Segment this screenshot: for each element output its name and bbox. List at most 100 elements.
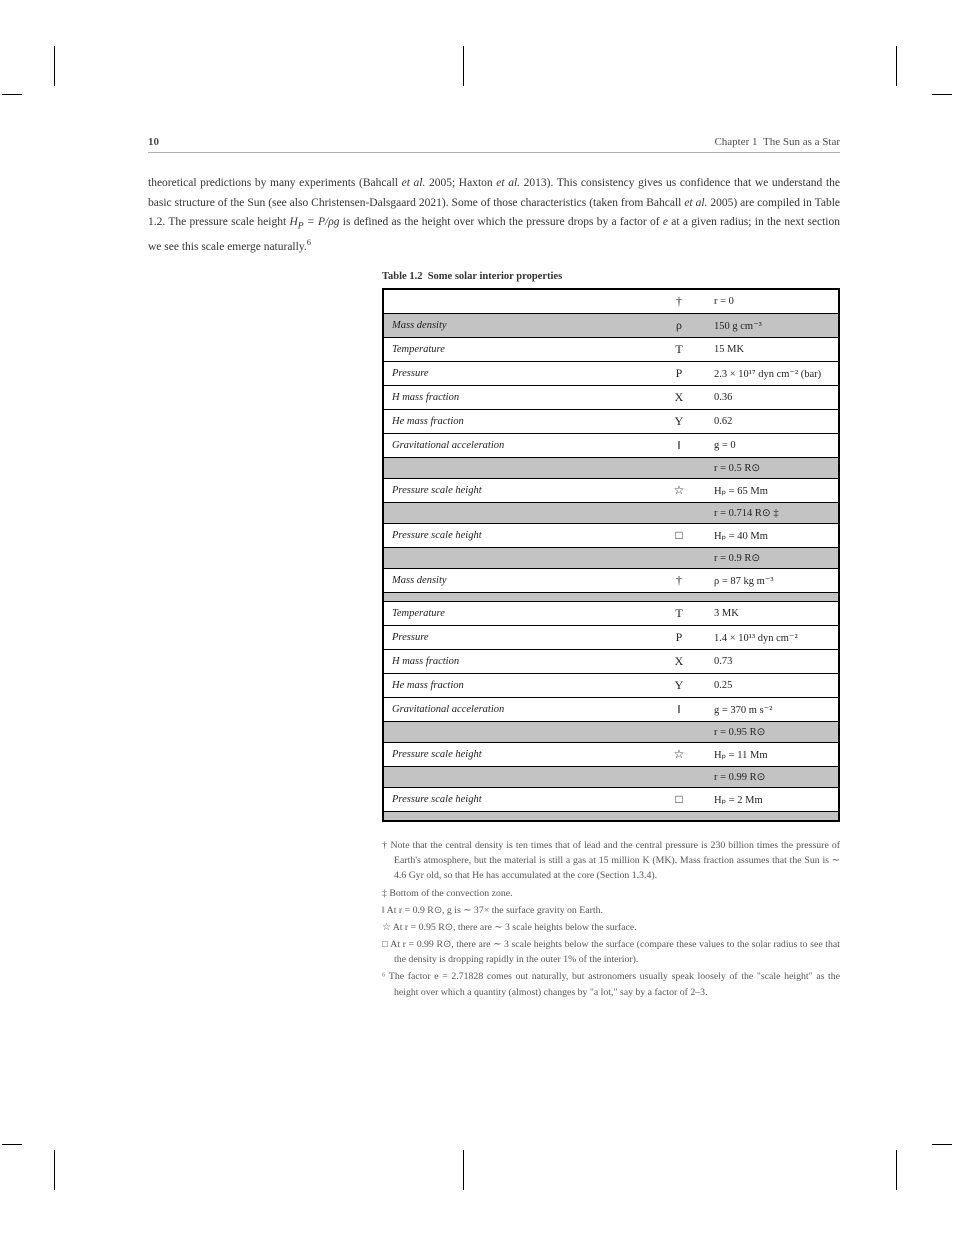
row-value: r = 0.95 R⊙ bbox=[710, 721, 838, 742]
row-label: H mass fraction bbox=[384, 385, 648, 409]
row-symbol: X bbox=[648, 385, 710, 409]
footnote-line: ☆ At r = 0.95 R⊙, there are ∼ 3 scale he… bbox=[382, 920, 840, 935]
row-symbol bbox=[648, 457, 710, 478]
table-row: r = 0.714 R⊙ ‡ bbox=[384, 502, 838, 523]
row-value: g = 0 bbox=[710, 433, 838, 457]
row-symbol: ☆ bbox=[648, 478, 710, 502]
footnote-line: □ At r = 0.99 R⊙, there are ∼ 3 scale he… bbox=[382, 937, 840, 967]
row-label: Mass density bbox=[384, 568, 648, 592]
footnote-line: † Note that the central density is ten t… bbox=[382, 838, 840, 884]
row-label: Pressure scale height bbox=[384, 787, 648, 811]
row-value bbox=[710, 811, 838, 820]
table-row: TemperatureT3 MK bbox=[384, 601, 838, 625]
row-symbol: ρ bbox=[648, 313, 710, 337]
row-symbol: X bbox=[648, 649, 710, 673]
row-symbol: ‖ bbox=[648, 697, 710, 721]
row-symbol bbox=[648, 592, 710, 601]
table-head-val: r = 0 bbox=[710, 290, 838, 313]
row-value: Hₚ = 11 Mm bbox=[710, 742, 838, 766]
row-label: Gravitational acceleration bbox=[384, 697, 648, 721]
row-label: Gravitational acceleration bbox=[384, 433, 648, 457]
table-row bbox=[384, 592, 838, 601]
row-value: r = 0.9 R⊙ bbox=[710, 547, 838, 568]
row-label bbox=[384, 457, 648, 478]
row-value: Hₚ = 40 Mm bbox=[710, 523, 838, 547]
table-row: Pressure scale height☆Hₚ = 11 Mm bbox=[384, 742, 838, 766]
row-label bbox=[384, 547, 648, 568]
table-row: He mass fractionY0.62 bbox=[384, 409, 838, 433]
row-label bbox=[384, 721, 648, 742]
row-value bbox=[710, 592, 838, 601]
row-label bbox=[384, 811, 648, 820]
row-symbol: ‖ bbox=[648, 433, 710, 457]
row-value: 150 g cm⁻³ bbox=[710, 313, 838, 337]
row-label: Mass density bbox=[384, 313, 648, 337]
row-label: Pressure bbox=[384, 625, 648, 649]
row-value: r = 0.5 R⊙ bbox=[710, 457, 838, 478]
table-row: r = 0.95 R⊙ bbox=[384, 721, 838, 742]
row-label bbox=[384, 592, 648, 601]
table-head-label bbox=[384, 290, 648, 313]
table-row: r = 0.9 R⊙ bbox=[384, 547, 838, 568]
row-symbol: † bbox=[648, 568, 710, 592]
row-value: 0.62 bbox=[710, 409, 838, 433]
row-value: r = 0.714 R⊙ ‡ bbox=[710, 502, 838, 523]
row-symbol bbox=[648, 502, 710, 523]
row-label: Temperature bbox=[384, 601, 648, 625]
row-label: H mass fraction bbox=[384, 649, 648, 673]
footnote-line: ⁶ The factor e = 2.71828 comes out natur… bbox=[382, 969, 840, 999]
row-symbol: T bbox=[648, 337, 710, 361]
row-value: 0.25 bbox=[710, 673, 838, 697]
row-value: 0.73 bbox=[710, 649, 838, 673]
row-value: 3 MK bbox=[710, 601, 838, 625]
properties-table: †r = 0Mass densityρ150 g cm⁻³Temperature… bbox=[382, 288, 840, 822]
table-row bbox=[384, 811, 838, 820]
table-row: H mass fractionX0.73 bbox=[384, 649, 838, 673]
table-row: TemperatureT15 MK bbox=[384, 337, 838, 361]
row-symbol: Y bbox=[648, 409, 710, 433]
table-caption: Table 1.2 Some solar interior properties bbox=[382, 271, 840, 282]
row-value: g = 370 m s⁻² bbox=[710, 697, 838, 721]
row-symbol: ☆ bbox=[648, 742, 710, 766]
row-symbol: P bbox=[648, 361, 710, 385]
row-value: Hₚ = 2 Mm bbox=[710, 787, 838, 811]
table-row: Mass densityρ150 g cm⁻³ bbox=[384, 313, 838, 337]
row-label: Pressure scale height bbox=[384, 742, 648, 766]
table-row: Gravitational acceleration‖g = 0 bbox=[384, 433, 838, 457]
table-row: PressureP1.4 × 10¹³ dyn cm⁻² bbox=[384, 625, 838, 649]
row-symbol: □ bbox=[648, 523, 710, 547]
row-label: Pressure scale height bbox=[384, 523, 648, 547]
row-symbol: Y bbox=[648, 673, 710, 697]
row-symbol bbox=[648, 547, 710, 568]
row-label: Pressure scale height bbox=[384, 478, 648, 502]
row-symbol: □ bbox=[648, 787, 710, 811]
row-value: 1.4 × 10¹³ dyn cm⁻² bbox=[710, 625, 838, 649]
row-value: Hₚ = 65 Mm bbox=[710, 478, 838, 502]
table-row: H mass fractionX0.36 bbox=[384, 385, 838, 409]
page-body: theoretical predictions by many experime… bbox=[148, 136, 840, 1002]
row-symbol bbox=[648, 721, 710, 742]
table-row: PressureP2.3 × 10¹⁷ dyn cm⁻² (bar) bbox=[384, 361, 838, 385]
table-row: Pressure scale height□Hₚ = 2 Mm bbox=[384, 787, 838, 811]
row-label bbox=[384, 502, 648, 523]
table-row: Pressure scale height□Hₚ = 40 Mm bbox=[384, 523, 838, 547]
table-head-sym: † bbox=[648, 290, 710, 313]
row-label: Temperature bbox=[384, 337, 648, 361]
intro-paragraph: theoretical predictions by many experime… bbox=[148, 174, 840, 257]
row-label: He mass fraction bbox=[384, 673, 648, 697]
table-row: Pressure scale height☆Hₚ = 65 Mm bbox=[384, 478, 838, 502]
table-row: He mass fractionY0.25 bbox=[384, 673, 838, 697]
row-value: 15 MK bbox=[710, 337, 838, 361]
row-symbol: T bbox=[648, 601, 710, 625]
row-value: r = 0.99 R⊙ bbox=[710, 766, 838, 787]
row-symbol bbox=[648, 811, 710, 820]
row-symbol: P bbox=[648, 625, 710, 649]
row-value: ρ = 87 kg m⁻³ bbox=[710, 568, 838, 592]
row-label: Pressure bbox=[384, 361, 648, 385]
table-row: Gravitational acceleration‖g = 370 m s⁻² bbox=[384, 697, 838, 721]
row-value: 0.36 bbox=[710, 385, 838, 409]
row-symbol bbox=[648, 766, 710, 787]
table-row: Mass density†ρ = 87 kg m⁻³ bbox=[384, 568, 838, 592]
row-label: He mass fraction bbox=[384, 409, 648, 433]
table-footnotes: † Note that the central density is ten t… bbox=[382, 838, 840, 1000]
